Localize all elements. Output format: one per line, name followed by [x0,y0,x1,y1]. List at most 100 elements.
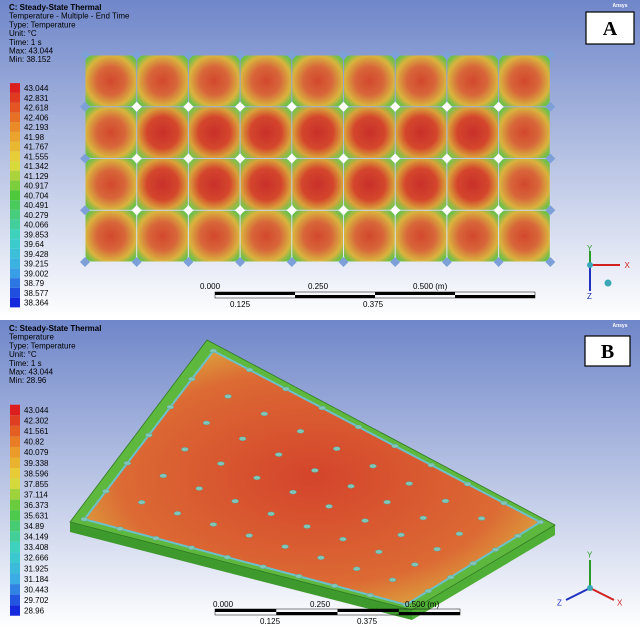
cell-marker [330,583,339,588]
scale-bar-segment [337,609,399,612]
legend-label: 28.96 [24,606,45,615]
legend-label: 42.302 [24,417,49,426]
scale-label: 0.500 (m) [413,282,448,291]
triad-label: X [625,261,631,270]
cell-marker [361,518,369,523]
cell-gap [235,257,246,267]
cell-marker [424,588,433,594]
legend-label: 36.373 [24,501,49,510]
legend-swatch [10,531,20,542]
cell-gap [493,205,504,216]
cell-marker [477,516,486,521]
cell-marker [469,561,477,566]
cell-gap [183,101,194,112]
pv-cell [137,210,188,262]
scale-bar-segment [276,612,338,615]
logo: Ansys [612,3,627,9]
cell-marker [311,468,319,473]
cell-marker [402,602,410,607]
header-line: Type: Temperature [9,20,76,29]
cell-marker [441,498,450,504]
scale-label: 0.125 [260,617,281,626]
scale-label: 0.375 [363,300,384,309]
cell-marker [188,376,196,382]
cell-marker [253,475,261,481]
legend-swatch [10,190,20,201]
scale-bar-outline [214,291,536,299]
cell-marker [238,436,247,441]
legend-swatch [10,278,20,288]
header-line: C: Steady-State Thermal [9,324,101,333]
cell-marker [102,489,110,494]
cell-marker [245,533,253,538]
legend-swatch [10,112,20,123]
cell-gap [235,101,246,112]
legend-label: 41.555 [24,152,49,161]
cell-marker [325,504,333,509]
pv-cell [395,55,447,107]
cell-gap [80,153,90,164]
cell-marker [347,484,355,489]
legend-label: 41.129 [24,172,49,181]
cell-gap [493,50,504,60]
legend-label: 39.002 [24,269,49,278]
legend-label: 40.82 [24,438,45,447]
pv-cell [188,107,240,158]
cell-marker [455,531,464,536]
cell-gap [80,205,90,216]
cell-gap [390,205,401,216]
legend-swatch [10,180,20,191]
legend-swatch [10,287,20,298]
cell-marker [383,499,391,505]
panel-label: A [603,18,618,40]
header-line: Temperature - Multiple - End Time [9,12,130,21]
cell-marker [427,462,435,468]
cell-marker [281,544,289,549]
cell-marker [500,500,508,506]
cell-gap [441,101,452,112]
pv-cell [395,107,447,158]
legend-label: 40.704 [24,191,49,200]
legend-swatch [10,141,20,152]
cell-marker [369,463,377,469]
cell-marker [159,473,167,479]
cell-marker [397,532,405,538]
legend-swatch [10,573,20,585]
pv-cell [85,159,137,210]
pv-cell [344,55,395,107]
cell-marker [116,526,124,531]
pv-cell [292,107,343,158]
legend-label: 35.631 [24,512,49,521]
cell-gap [131,205,142,216]
cell-marker [536,519,544,525]
cell-marker [259,564,267,569]
scale-bar-segment [455,295,535,298]
cell-marker [303,524,311,529]
triad-label: X [617,598,623,607]
legend-swatch [10,436,20,447]
pv-cell [240,210,292,262]
legend-swatch [10,268,20,279]
cell-gap [80,257,90,267]
legend-swatch [10,151,20,162]
scale-label: 0.000 [200,282,221,291]
pv-cell [240,55,292,107]
cell-marker [354,424,363,430]
legend-label: 40.279 [24,211,49,220]
cell-marker [267,511,275,517]
cell-marker [463,481,472,487]
cell-marker [282,386,290,392]
cell-marker [123,460,132,466]
scale-label: 0.250 [308,282,329,291]
legend-swatch [10,552,20,563]
cell-gap [131,50,142,60]
legend-label: 43.044 [24,84,49,93]
pv-cell [85,55,137,107]
cell-marker [138,500,146,505]
header-line: Min: 38.152 [9,55,51,64]
legend-label: 41.98 [24,133,45,142]
legend-label: 42.193 [24,123,49,132]
pv-cell [499,210,550,262]
pv-cell [447,107,499,158]
